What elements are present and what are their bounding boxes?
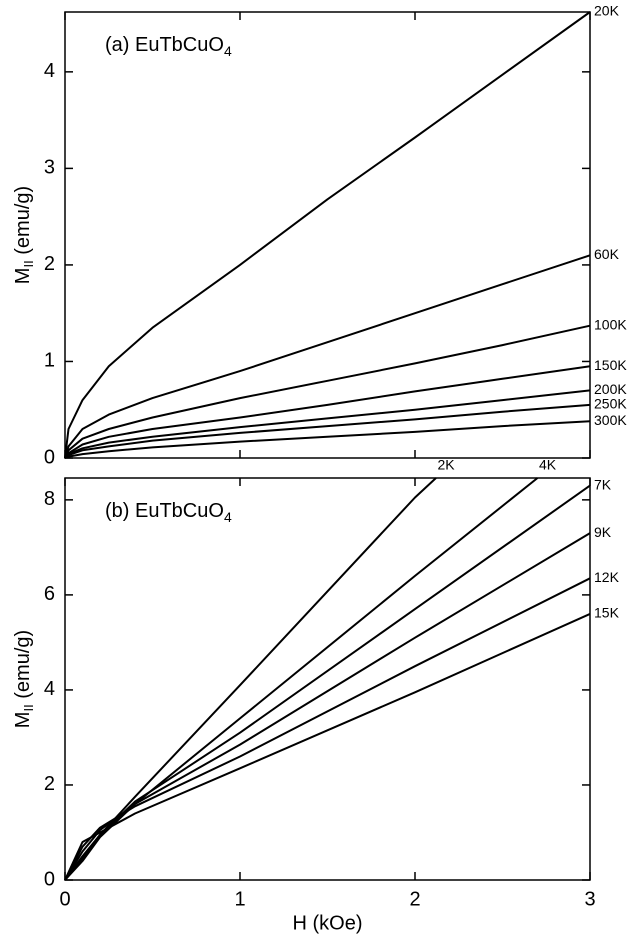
y-tick-label: 8 [44,488,55,510]
series-label: 4K [539,457,557,473]
series-label: 7K [594,476,612,492]
x-tick-label: 3 [584,888,595,910]
y-label-subscript: II [21,260,36,267]
series-label: 12K [594,569,620,585]
curve [64,477,539,881]
title-text: (b) EuTbCuO [105,500,224,522]
series-label: 15K [594,605,620,621]
x-axis-label: H (kOe) [293,912,363,934]
y-tick-label: 6 [44,583,55,605]
curve [64,577,591,881]
x-tick-label: 1 [234,888,245,910]
y-tick-label: 2 [44,253,55,275]
y-label-rest: (emu/g) [12,630,34,704]
y-tick-label: 4 [44,60,55,82]
series-label: 60K [594,246,620,262]
y-tick-label: 4 [44,678,55,700]
y-tick-label: 2 [44,773,55,795]
y-tick-label: 0 [44,446,55,468]
title-subscript: 4 [224,43,232,59]
curve [64,365,591,459]
series-label: 250K [594,396,627,412]
y-axis-label: MII (emu/g) [12,186,36,284]
x-tick-label: 0 [59,888,70,910]
plot-frame [64,477,591,881]
y-tick-label: 1 [44,350,55,372]
curve [64,389,591,459]
x-tick-label: 2 [409,888,420,910]
curve [64,324,591,459]
series-label: 100K [594,316,627,332]
series-label: 200K [594,381,627,397]
y-label-rest: (emu/g) [12,186,34,260]
series-label: 9K [594,524,612,540]
curve [64,11,591,459]
panel-title: (a) EuTbCuO4 [105,34,232,58]
series-label: 2K [437,457,455,473]
plot-frame [64,11,591,459]
curve [64,532,591,881]
curve [64,484,591,881]
y-tick-label: 0 [44,868,55,890]
curve [64,403,591,459]
series-label: 300K [594,412,627,428]
y-label-main: M [12,268,34,285]
series-label: 20K [594,3,620,19]
curve [64,254,591,459]
y-axis-label: MII (emu/g) [12,630,36,728]
title-text: (a) EuTbCuO [105,34,224,56]
y-label-main: M [12,712,34,729]
title-subscript: 4 [224,509,232,525]
curve [64,477,437,881]
curve [64,612,591,881]
curve [64,420,591,459]
series-label: 150K [594,357,627,373]
y-tick-label: 3 [44,157,55,179]
y-label-subscript: II [21,704,36,711]
panel-title: (b) EuTbCuO4 [105,500,232,524]
